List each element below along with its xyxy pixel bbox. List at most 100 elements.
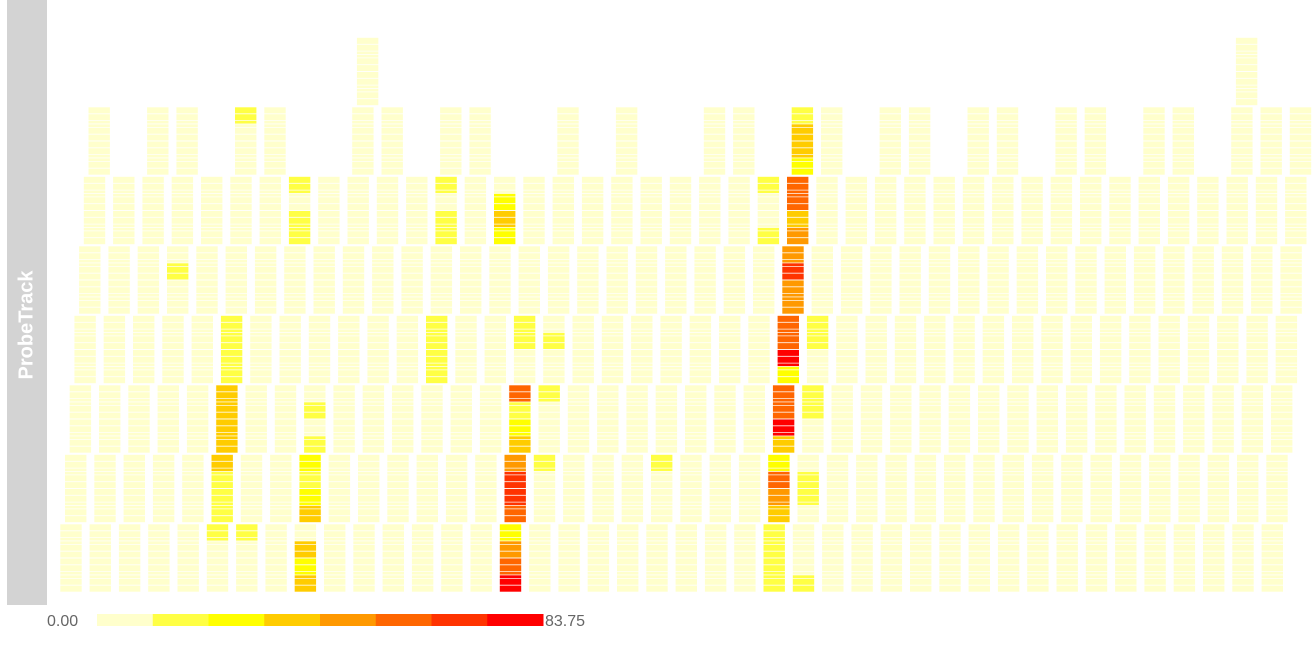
heat-cell: [483, 366, 507, 384]
heat-cell: [206, 574, 229, 593]
heat-cell: [118, 540, 141, 559]
heat-cell: [1275, 366, 1298, 384]
heat-cell: [503, 488, 527, 506]
heat-cell: [1148, 488, 1172, 506]
heat-cell: [703, 123, 726, 142]
heat-cell: [342, 279, 365, 298]
heat-cell: [479, 384, 502, 403]
heat-cell: [860, 418, 883, 437]
heat-cell: [308, 315, 331, 333]
heat-cell: [445, 488, 468, 506]
heat-cell: [587, 540, 610, 559]
heat-cell: [1187, 366, 1210, 384]
heat-cell: [796, 454, 820, 472]
heat-cell: [220, 332, 243, 350]
heat-cell: [928, 279, 951, 298]
heat-cell: [801, 384, 825, 403]
heat-cell: [152, 471, 175, 489]
heat-cell: [1050, 210, 1073, 228]
heat-cell: [776, 349, 800, 367]
heat-cell: [175, 140, 199, 159]
heat-cell: [157, 418, 180, 437]
heat-cell: [1231, 557, 1255, 576]
heat-cell: [376, 227, 399, 245]
heat-cell: [1216, 349, 1240, 367]
heat-cell: [591, 454, 615, 472]
heat-cell: [1036, 435, 1059, 454]
heat-cell: [1221, 279, 1244, 298]
heat-cell: [801, 418, 825, 437]
heat-cell: [220, 366, 243, 384]
heat-cell: [991, 193, 1015, 211]
heat-cell: [659, 349, 683, 367]
heat-cell: [884, 488, 908, 506]
heat-cell: [1187, 349, 1210, 367]
heat-cell: [1054, 157, 1078, 176]
heat-cell: [469, 523, 493, 542]
heat-cell: [454, 332, 478, 350]
heat-cell: [752, 262, 776, 281]
heat-cell: [176, 540, 200, 559]
heat-cell: [503, 454, 527, 472]
heat-cell: [1060, 488, 1084, 506]
heat-cell: [288, 227, 311, 245]
heat-cell: [869, 245, 893, 264]
heat-cell: [493, 227, 517, 245]
heat-cell: [727, 176, 751, 194]
heat-cell: [195, 279, 219, 298]
heat-cell: [1060, 505, 1084, 523]
heat-cell: [391, 384, 415, 403]
heat-cell: [425, 332, 449, 350]
heat-cell: [1162, 279, 1186, 298]
heat-cell: [923, 332, 947, 350]
heat-cell: [996, 157, 1019, 176]
heat-cell: [630, 332, 654, 350]
heat-cell: [141, 227, 165, 245]
heat-cell: [64, 488, 87, 506]
heat-cell: [517, 296, 541, 315]
heat-cell: [356, 37, 379, 55]
heat-cell: [1026, 574, 1050, 593]
heat-cell: [499, 557, 522, 576]
heat-cell: [244, 435, 268, 454]
heat-cell: [64, 471, 87, 489]
heat-cell: [918, 384, 942, 403]
heat-cell: [1162, 245, 1186, 264]
heat-cell: [732, 123, 756, 142]
heat-cell: [161, 349, 185, 367]
heat-cell: [747, 332, 771, 350]
heat-cell: [1142, 106, 1166, 125]
heat-cell: [127, 435, 151, 454]
heat-cell: [1230, 157, 1254, 176]
heat-cell: [1026, 557, 1050, 576]
heat-cell: [528, 540, 552, 559]
heat-cell: [283, 296, 307, 315]
heat-cell: [610, 176, 634, 194]
heat-cell: [869, 262, 893, 281]
heat-cell: [1040, 315, 1064, 333]
heat-cell: [767, 454, 791, 472]
heat-cell: [596, 384, 620, 403]
heat-cell: [298, 488, 322, 506]
heat-cell: [591, 488, 615, 506]
heat-cell: [1148, 505, 1172, 523]
heat-cell: [718, 315, 742, 333]
heat-cell: [605, 262, 629, 281]
heat-cell: [821, 523, 845, 542]
heat-cell: [781, 279, 805, 298]
heat-cell: [898, 279, 922, 298]
heat-cell: [605, 296, 629, 315]
heat-cell: [1270, 418, 1293, 437]
heat-cell: [152, 488, 175, 506]
heat-cell: [645, 574, 669, 593]
heat-cell: [186, 418, 209, 437]
heat-cell: [967, 540, 991, 559]
heat-cell: [83, 227, 106, 245]
heat-cell: [118, 523, 141, 542]
heat-cell: [898, 245, 922, 264]
heat-cell: [323, 557, 347, 576]
heat-cell: [630, 366, 654, 384]
heat-cell: [186, 401, 209, 420]
heat-cell: [152, 505, 175, 523]
heat-cell: [615, 140, 638, 159]
